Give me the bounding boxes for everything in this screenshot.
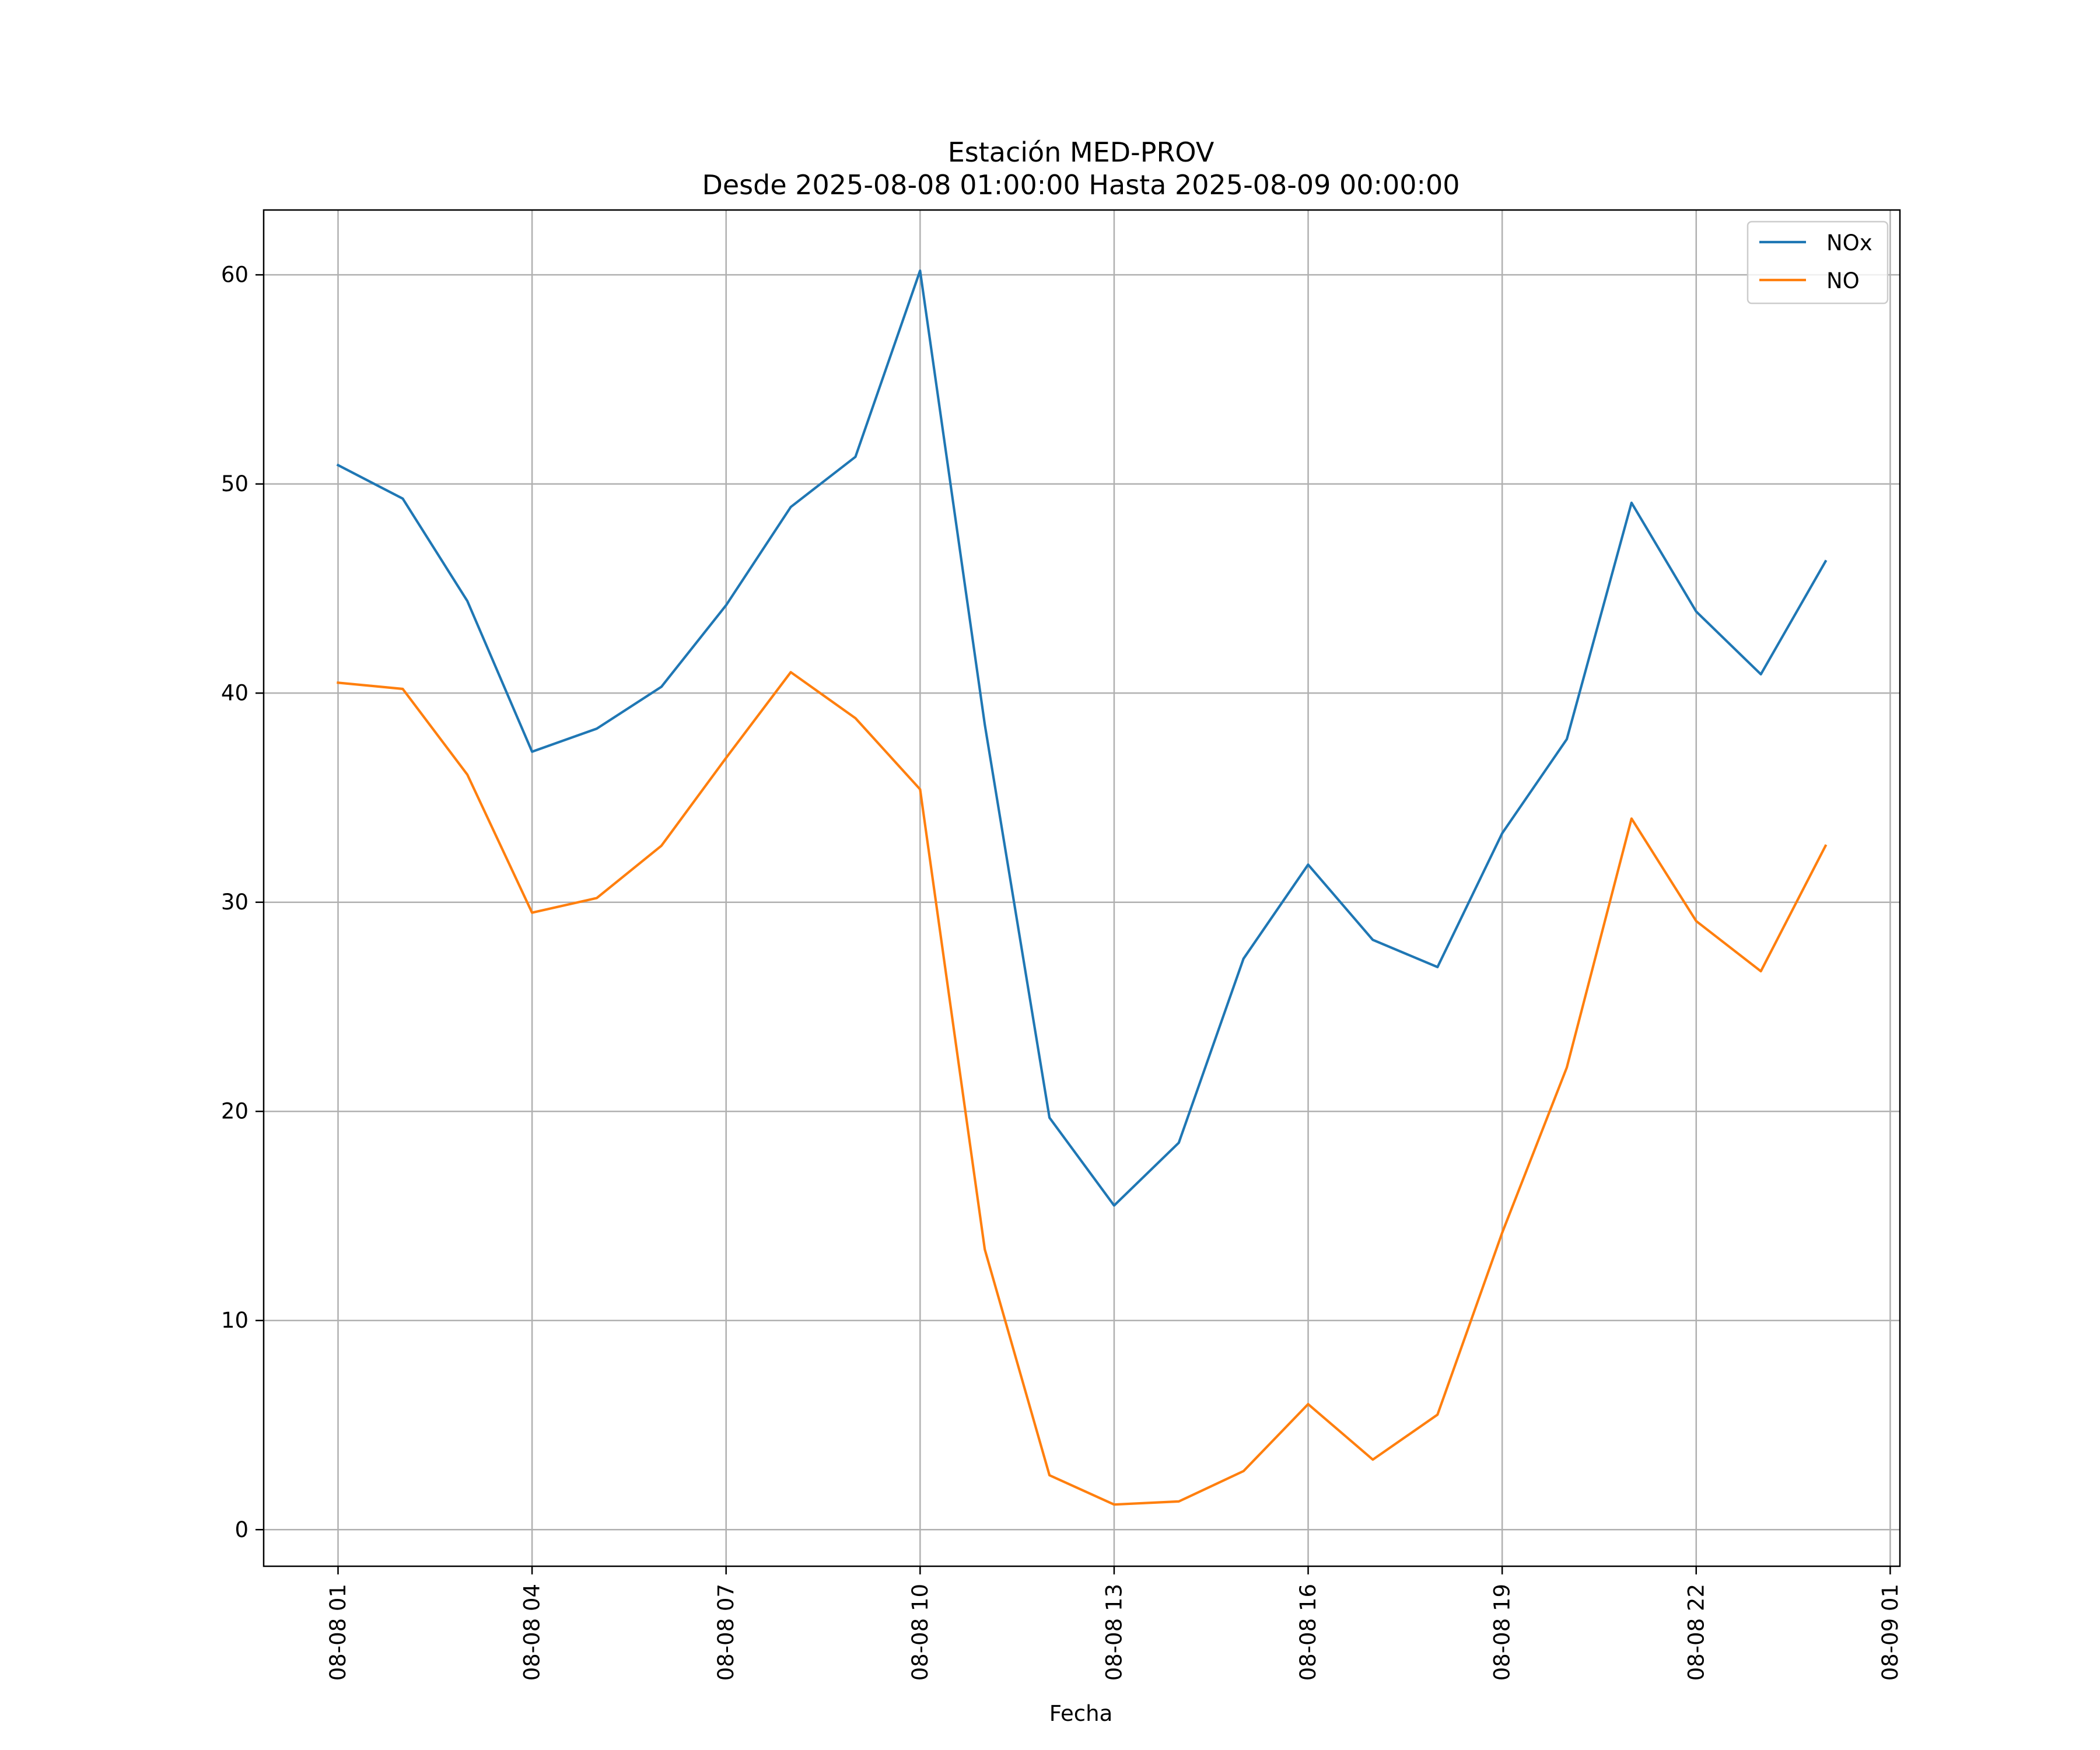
axis-ticks: 08-08 01 08-08 04 08-08 07 08-08 10 08-08 13… (221, 262, 1903, 1681)
x-tick-label: 08-08 07 (713, 1584, 738, 1681)
grid-lines (264, 210, 1900, 1566)
chart-subtitle: Desde 2025-08-08 01:00:00 Hasta 2025-08-… (702, 169, 1460, 201)
series-line-no (337, 671, 1828, 1506)
legend-label-no: NO (1826, 268, 1860, 293)
x-tick-label: 08-08 22 (1684, 1584, 1709, 1681)
x-tick-label: 08-08 19 (1490, 1584, 1515, 1681)
y-tick-label: 60 (221, 262, 249, 288)
y-tick-label: 10 (221, 1308, 249, 1333)
y-tick-label: 20 (221, 1099, 249, 1124)
y-tick-label: 0 (235, 1517, 249, 1542)
series-line-nox (336, 269, 1828, 1207)
x-axis-label: Fecha (1049, 1701, 1113, 1726)
x-tick-label: 08-08 16 (1296, 1584, 1321, 1681)
x-tick-label: 08-08 04 (520, 1584, 545, 1681)
y-tick-label: 30 (221, 890, 249, 915)
x-tick-label: 08-08 10 (908, 1584, 933, 1681)
chart-title: Estación MED-PROV (948, 136, 1214, 168)
x-tick-label: 08-08 13 (1101, 1584, 1126, 1681)
plot-frame (262, 209, 1901, 1567)
x-tick-label: 08-08 01 (326, 1584, 351, 1681)
legend: NOx NO (1746, 220, 1889, 304)
series-lines (336, 269, 1828, 1506)
legend-label-nox: NOx (1826, 230, 1873, 256)
y-tick-label: 50 (221, 471, 249, 496)
y-tick-label: 40 (221, 681, 249, 706)
x-tick-label: 08-09 01 (1878, 1584, 1903, 1681)
